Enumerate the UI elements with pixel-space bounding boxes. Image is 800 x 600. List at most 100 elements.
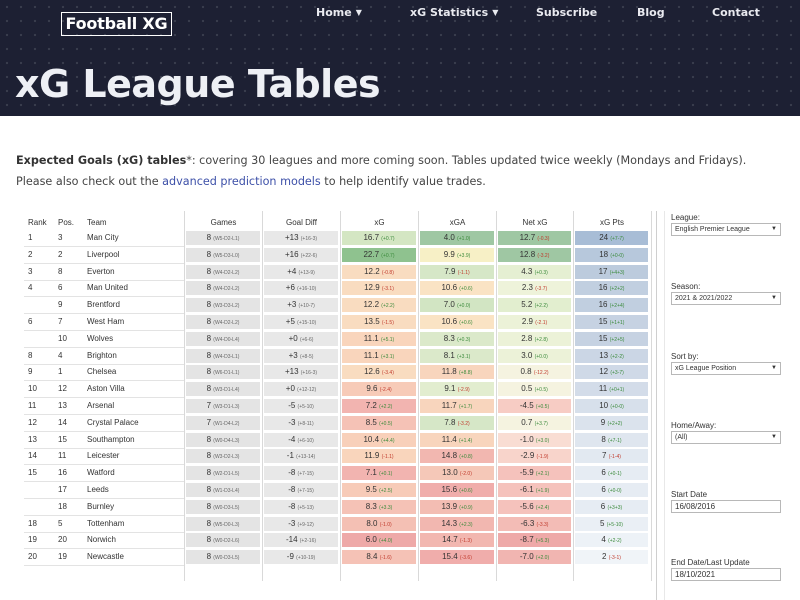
xga-cell: 7.8 (-3.2) [420, 415, 494, 430]
games-value: 8 [206, 501, 212, 511]
xga-cell-delta: (+0.3) [457, 336, 471, 343]
table-row[interactable]: 9 Brentford 8 (W3-D3-L2) +3 (+10-7) 12.2 (+2… [24, 297, 652, 315]
row-divider [24, 397, 184, 399]
prediction-models-link[interactable]: advanced prediction models [162, 175, 321, 188]
chevron-down-icon: ▼ [771, 226, 777, 232]
table-row[interactable]: 15 16 Watford 8 (W2-D1-L5) -8 (+7-15) 7.1 (+0… [24, 465, 652, 483]
team-name[interactable]: Brighton [87, 350, 117, 360]
nav-item-contact[interactable]: Contact [712, 6, 760, 19]
nav-item-blog[interactable]: Blog [637, 6, 665, 19]
team-name[interactable]: Tottenham [87, 518, 125, 528]
xg-pts-cell: 6 (+0-0) [575, 483, 648, 497]
table-row[interactable]: 17 Leeds 8 (W1-D3-L4) -8 (+7-15) 9.5 (+2.5) 1… [24, 482, 652, 499]
xga-cell-value: 8.3 [443, 333, 455, 343]
table-row[interactable]: 13 15 Southampton 8 (W0-D4-L3) -4 (+6-10) 10.… [24, 432, 652, 449]
table-row[interactable]: 4 6 Man United 8 (W4-D2-L2) +6 (+16-10) 12.9 … [24, 280, 652, 298]
team-name[interactable]: Southampton [87, 434, 135, 444]
sort-select[interactable]: xG League Position ▼ [671, 362, 781, 375]
xg-cell-delta: (-1.6) [379, 555, 392, 562]
team-name[interactable]: Newcastle [87, 552, 124, 562]
team-name[interactable]: Man City [87, 233, 119, 242]
table-row[interactable]: 8 4 Brighton 8 (W4-D3-L1) +3 (+8-5) 11.1 (+3.… [24, 348, 652, 365]
team-name[interactable]: Arsenal [87, 401, 115, 410]
team-name[interactable]: Leeds [87, 485, 109, 494]
xg-cell-delta: (-2.4) [379, 387, 392, 394]
xg-pts-cell-delta: (+0-1) [608, 471, 622, 478]
team-name[interactable]: West Ham [87, 317, 125, 326]
team-name[interactable]: Liverpool [87, 249, 120, 259]
position-cell: 8 [58, 266, 63, 276]
goal-diff-detail: (+15-10) [297, 320, 317, 326]
team-name[interactable]: Burnley [87, 501, 115, 511]
goal-diff-cell: +5 (+15-10) [264, 315, 338, 329]
table-row[interactable]: 18 5 Tottenham 8 (W5-D0-L3) -3 (+9-12) 8.0 (-… [24, 516, 652, 533]
table-row[interactable]: 1 3 Man City 8 (W5-D2-L1) +13 (+16-3) 16.7 (+… [24, 230, 652, 247]
net-xg-cell: -6.3 (-3.3) [498, 516, 571, 531]
team-name[interactable]: Brentford [87, 300, 120, 310]
table-row[interactable]: 19 20 Norwich 8 (W0-D2-L6) -14 (+2-16) 6.0 (+… [24, 532, 652, 550]
table-row[interactable]: 9 1 Chelsea 8 (W6-D1-L1) +13 (+16-3) 12.6 (-3… [24, 364, 652, 382]
games-value: 8 [206, 333, 212, 343]
xg-cell-delta: (+2.5) [379, 488, 393, 494]
xga-cell-delta: (-2.0) [459, 471, 472, 478]
nav-item-subscribe[interactable]: Subscribe [536, 6, 597, 19]
xg-pts-cell: 13 (+2-2) [575, 348, 648, 363]
table-row[interactable]: 6 7 West Ham 8 (W4-D2-L2) +5 (+15-10) 13.5 (-… [24, 314, 652, 331]
games-value: 8 [206, 451, 212, 461]
net-xg-cell: -7.0 (+2.0) [498, 550, 571, 565]
season-select[interactable]: 2021 & 2021/2022 ▼ [671, 292, 781, 305]
xga-cell-delta: (-3.6) [459, 555, 472, 562]
home-away-select[interactable]: (All) ▼ [671, 431, 781, 444]
goal-diff-detail: (+12-12) [297, 387, 317, 394]
xg-pts-cell: 11 (+0+1) [575, 382, 648, 397]
goal-diff-cell: +13 (+16-3) [264, 365, 338, 380]
table-row[interactable]: 10 12 Aston Villa 8 (W3-D1-L4) +0 (+12-12) 9.… [24, 381, 652, 399]
goal-diff-cell: +6 (+16-10) [264, 281, 338, 296]
table-row[interactable]: 12 14 Crystal Palace 7 (W1-D4-L2) -3 (+8-11)… [24, 415, 652, 432]
table-row[interactable]: 18 Burnley 8 (W0-D3-L5) -8 (+5-13) 8.3 (+3.3… [24, 499, 652, 516]
nav-item-xg-statistics[interactable]: xG Statistics ▼ [410, 6, 498, 19]
xg-cell: 16.7 (+0.7) [342, 231, 416, 245]
league-select[interactable]: English Premier League ▼ [671, 223, 781, 236]
team-name[interactable]: Everton [87, 266, 115, 276]
table-row[interactable]: 11 13 Arsenal 7 (W3-D1-L3) -5 (+5-10) 7.2 (+2… [24, 398, 652, 415]
net-xg-cell-delta: (+2.2) [534, 303, 548, 310]
team-name[interactable]: Wolves [87, 333, 114, 343]
team-name[interactable]: Aston Villa [87, 384, 125, 394]
goal-diff-cell: -14 (+2-16) [264, 533, 338, 548]
xg-pts-cell: 9 (+2+2) [575, 415, 648, 430]
table-row[interactable]: 10 Wolves 8 (W4-D0-L4) +0 (+6-6) 11.1 (+5.1)… [24, 331, 652, 348]
position-cell: 4 [58, 350, 63, 360]
table-row[interactable]: 20 19 Newcastle 8 (W0-D3-L5) -9 (+10-19) 8.4 … [24, 549, 652, 567]
position-cell: 13 [58, 401, 67, 410]
team-name[interactable]: Watford [87, 468, 115, 478]
site-header: Football XG Home ▼ xG Statistics ▼ Subscri… [0, 0, 800, 116]
games-record: (W0-D3-L5) [213, 504, 240, 511]
row-divider [24, 565, 184, 567]
net-xg-cell: 4.3 (+0.3) [498, 264, 571, 279]
xga-cell-value: 10.6 [441, 283, 458, 293]
header-goal-diff: Goal Diff [286, 218, 317, 227]
games-cell: 8 (W0-D3-L5) [186, 499, 260, 514]
nav-item-home[interactable]: Home ▼ [316, 6, 362, 19]
games-value: 8 [206, 266, 212, 276]
team-name[interactable]: Norwich [87, 535, 116, 545]
xg-cell-value: 8.5 [365, 417, 377, 427]
end-date-input[interactable]: 18/10/2021 [671, 568, 781, 581]
xg-pts-cell-value: 9 [600, 417, 606, 427]
team-name[interactable]: Chelsea [87, 367, 117, 377]
table-row[interactable]: 3 8 Everton 8 (W4-D2-L2) +4 (+13-9) 12.2 (-0.… [24, 264, 652, 281]
games-cell: 8 (W0-D2-L6) [186, 533, 260, 548]
team-name[interactable]: Crystal Palace [87, 417, 139, 427]
table-row[interactable]: 2 2 Liverpool 8 (W5-D3-L0) +16 (+22-6) 22.7 (… [24, 247, 652, 264]
table-row[interactable]: 14 11 Leicester 8 (W3-D2-L3) -1 (+13-14) 11.9… [24, 448, 652, 466]
league-table: Rank Pos. Team Games Goal Diff xG xGA Ne… [24, 211, 652, 581]
site-logo[interactable]: Football XG [61, 12, 172, 36]
net-xg-cell-delta: (-2.1) [535, 320, 548, 326]
xga-cell-delta: (-3.2) [457, 420, 470, 427]
start-date-input[interactable]: 16/08/2016 [671, 500, 781, 513]
team-name[interactable]: Man United [87, 283, 128, 293]
team-name[interactable]: Leicester [87, 451, 120, 461]
goal-diff-detail: (+22-6) [300, 252, 318, 259]
net-xg-cell-delta: (+2.4) [535, 504, 550, 511]
